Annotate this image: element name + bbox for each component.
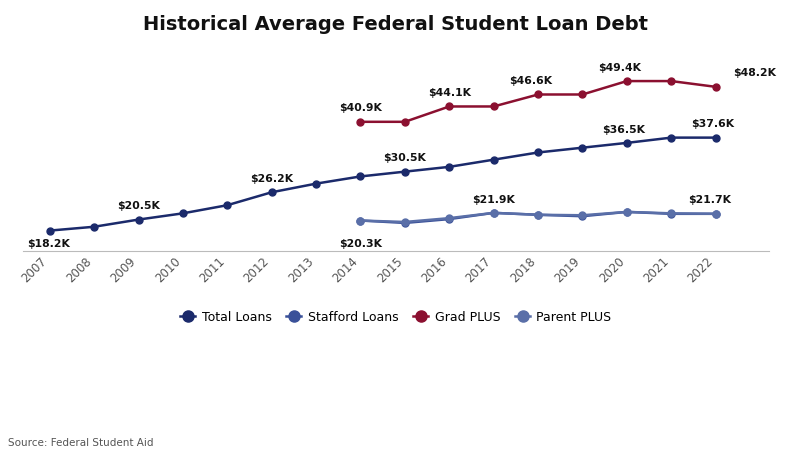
Parent PLUS [445,216,454,221]
Text: $40.9K: $40.9K [339,104,382,113]
Total Loans [666,135,676,140]
Stafford Loans [666,211,676,216]
Text: $37.6K: $37.6K [691,119,734,129]
Parent PLUS [400,219,410,225]
Text: $30.5K: $30.5K [383,153,426,163]
Total Loans [578,145,587,150]
Total Loans [90,224,99,230]
Total Loans [267,189,277,195]
Parent PLUS [622,209,632,215]
Total Loans [222,202,232,208]
Text: $20.3K: $20.3K [339,238,382,248]
Text: $26.2K: $26.2K [250,174,294,184]
Text: $46.6K: $46.6K [510,76,553,86]
Stafford Loans [578,213,587,219]
Legend: Total Loans, Stafford Loans, Grad PLUS, Parent PLUS: Total Loans, Stafford Loans, Grad PLUS, … [175,306,617,329]
Line: Parent PLUS: Parent PLUS [357,208,719,225]
Parent PLUS [534,212,543,217]
Total Loans [400,169,410,174]
Stafford Loans [489,210,498,216]
Text: $36.5K: $36.5K [602,125,646,135]
Grad PLUS [622,78,632,84]
Parent PLUS [356,218,366,223]
Text: $21.7K: $21.7K [689,195,732,206]
Grad PLUS [534,92,543,97]
Text: $20.5K: $20.5K [117,201,160,211]
Grad PLUS [666,78,676,84]
Grad PLUS [711,84,721,90]
Total Loans [622,140,632,146]
Total Loans [356,174,366,179]
Stafford Loans [534,212,543,217]
Stafford Loans [622,209,632,215]
Stafford Loans [445,216,454,222]
Title: Historical Average Federal Student Loan Debt: Historical Average Federal Student Loan … [143,15,649,34]
Text: $48.2K: $48.2K [733,68,776,78]
Total Loans [711,135,721,140]
Parent PLUS [578,212,587,218]
Parent PLUS [489,210,498,216]
Total Loans [178,211,188,216]
Total Loans [134,217,143,222]
Grad PLUS [578,92,587,97]
Text: $49.4K: $49.4K [598,63,642,73]
Text: Source: Federal Student Aid: Source: Federal Student Aid [8,438,154,448]
Stafford Loans [400,220,410,225]
Total Loans [445,164,454,170]
Line: Stafford Loans: Stafford Loans [357,208,719,226]
Line: Grad PLUS: Grad PLUS [357,77,719,125]
Stafford Loans [356,218,366,223]
Text: $21.9K: $21.9K [472,194,515,205]
Parent PLUS [666,211,676,216]
Line: Total Loans: Total Loans [46,134,719,234]
Text: $44.1K: $44.1K [428,88,470,98]
Grad PLUS [400,119,410,125]
Text: $18.2K: $18.2K [27,238,70,249]
Parent PLUS [711,211,721,216]
Total Loans [534,150,543,155]
Grad PLUS [489,104,498,109]
Total Loans [489,157,498,162]
Stafford Loans [711,211,721,216]
Grad PLUS [445,104,454,109]
Grad PLUS [356,119,366,125]
Total Loans [45,228,54,233]
Total Loans [311,181,321,186]
